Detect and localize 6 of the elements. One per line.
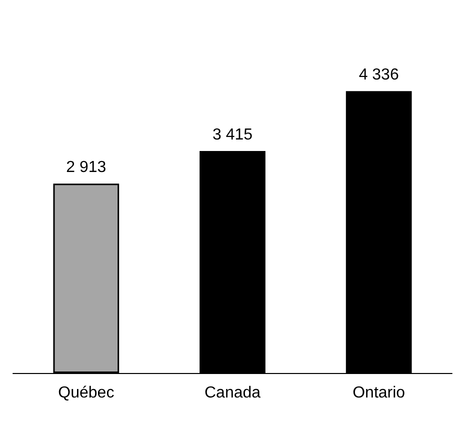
x-tick-label: Québec [58,384,114,402]
data-label: 4 336 [358,66,399,84]
x-tick-label: Canada [204,384,261,402]
data-label: 3 415 [212,126,253,144]
data-label: 2 913 [66,159,106,176]
x-tick-label: Ontario [352,384,406,402]
